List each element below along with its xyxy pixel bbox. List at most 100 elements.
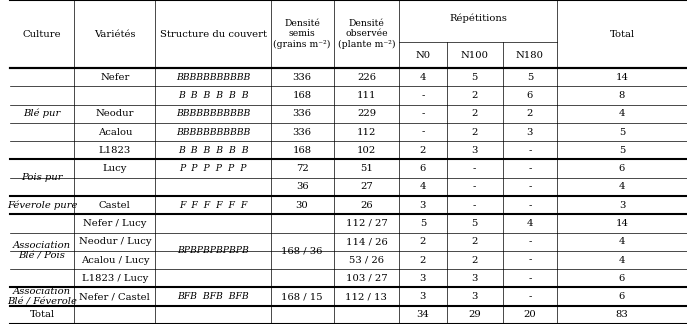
Text: 229: 229 [357,109,376,118]
Text: 5: 5 [619,128,625,136]
Text: 3: 3 [527,128,533,136]
Text: Nefer: Nefer [100,73,130,82]
Text: Densité
semis
(grains m⁻²): Densité semis (grains m⁻²) [273,19,331,49]
Text: 14: 14 [616,219,629,228]
Text: 5: 5 [619,146,625,155]
Text: -: - [528,182,532,191]
Text: BPBPBPBPBPB: BPBPBPBPBPB [177,246,249,255]
Text: Association
Blé / Féverole: Association Blé / Féverole [7,287,77,306]
Text: 3: 3 [420,292,426,301]
Text: 72: 72 [295,164,308,173]
Text: Association
Blé / Pois: Association Blé / Pois [13,241,71,260]
Text: 168: 168 [293,146,312,155]
Text: Densité
observée
(plante m⁻²): Densité observée (plante m⁻²) [337,19,395,49]
Text: Pois pur: Pois pur [21,173,63,182]
Text: Structure du couvert: Structure du couvert [159,29,267,39]
Text: 2: 2 [471,237,478,246]
Text: 111: 111 [357,91,376,100]
Text: B  B  B  B  B  B: B B B B B B [178,91,248,100]
Text: 112 / 13: 112 / 13 [346,292,387,301]
Text: 336: 336 [293,128,312,136]
Text: 27: 27 [360,182,373,191]
Text: -: - [473,182,476,191]
Text: F  F  F  F  F  F: F F F F F F [179,201,247,210]
Text: 53 / 26: 53 / 26 [349,256,384,264]
Text: Blé pur: Blé pur [23,109,60,119]
Text: 6: 6 [619,292,625,301]
Text: Acalou: Acalou [98,128,132,136]
Text: 114 / 26: 114 / 26 [346,237,387,246]
Text: Culture: Culture [23,29,61,39]
Text: -: - [528,201,532,210]
Text: 6: 6 [619,164,625,173]
Text: Total: Total [30,310,55,319]
Text: Acalou / Lucy: Acalou / Lucy [80,256,149,264]
Text: -: - [528,274,532,283]
Text: BBBBBBBBBBB: BBBBBBBBBBB [176,73,250,82]
Text: 2: 2 [471,128,478,136]
Text: 112: 112 [357,128,376,136]
Text: N0: N0 [416,51,431,60]
Text: -: - [473,201,476,210]
Text: 2: 2 [420,256,426,264]
Text: 5: 5 [527,73,533,82]
Text: 226: 226 [357,73,376,82]
Text: 2: 2 [420,146,426,155]
Text: 2: 2 [471,109,478,118]
Text: 30: 30 [295,201,308,210]
Text: N180: N180 [516,51,544,60]
Text: 168: 168 [293,91,312,100]
Text: N100: N100 [461,51,488,60]
Text: P  P  P  P  P  P: P P P P P P [179,164,247,173]
Text: 4: 4 [619,237,625,246]
Text: Castel: Castel [99,201,131,210]
Text: 2: 2 [527,109,533,118]
Text: -: - [473,164,476,173]
Text: 5: 5 [471,73,478,82]
Text: 4: 4 [619,109,625,118]
Text: -: - [528,237,532,246]
Text: 4: 4 [420,182,426,191]
Text: 2: 2 [420,237,426,246]
Text: 29: 29 [469,310,481,319]
Text: 336: 336 [293,73,312,82]
Text: Répétitions: Répétitions [449,13,507,23]
Text: 4: 4 [619,182,625,191]
Text: 3: 3 [619,201,625,210]
Text: 2: 2 [471,256,478,264]
Text: 4: 4 [527,219,533,228]
Text: -: - [421,91,425,100]
Text: 168 / 36: 168 / 36 [282,246,323,255]
Text: 6: 6 [420,164,426,173]
Text: 20: 20 [523,310,537,319]
Text: 2: 2 [471,91,478,100]
Text: -: - [528,146,532,155]
Text: 36: 36 [296,182,308,191]
Text: 5: 5 [420,219,426,228]
Text: 168 / 15: 168 / 15 [281,292,323,301]
Text: 103 / 27: 103 / 27 [346,274,387,283]
Text: 3: 3 [420,274,426,283]
Text: 34: 34 [416,310,429,319]
Text: 3: 3 [471,274,478,283]
Text: 3: 3 [420,201,426,210]
Text: BFB  BFB  BFB: BFB BFB BFB [177,292,249,301]
Text: Neodur: Neodur [95,109,134,118]
Text: 5: 5 [471,219,478,228]
Text: 3: 3 [471,292,478,301]
Text: 112 / 27: 112 / 27 [346,219,387,228]
Text: 4: 4 [420,73,426,82]
Text: 83: 83 [616,310,629,319]
Text: Neodur / Lucy: Neodur / Lucy [78,237,151,246]
Text: 4: 4 [619,256,625,264]
Text: BBBBBBBBBBB: BBBBBBBBBBB [176,128,250,136]
Text: Nefer / Lucy: Nefer / Lucy [83,219,146,228]
Text: 14: 14 [616,73,629,82]
Text: -: - [528,256,532,264]
Text: Féverole pure: Féverole pure [7,201,77,210]
Text: L1823 / Lucy: L1823 / Lucy [82,274,148,283]
Text: Total: Total [609,29,635,39]
Text: 336: 336 [293,109,312,118]
Text: Lucy: Lucy [102,164,127,173]
Text: -: - [528,292,532,301]
